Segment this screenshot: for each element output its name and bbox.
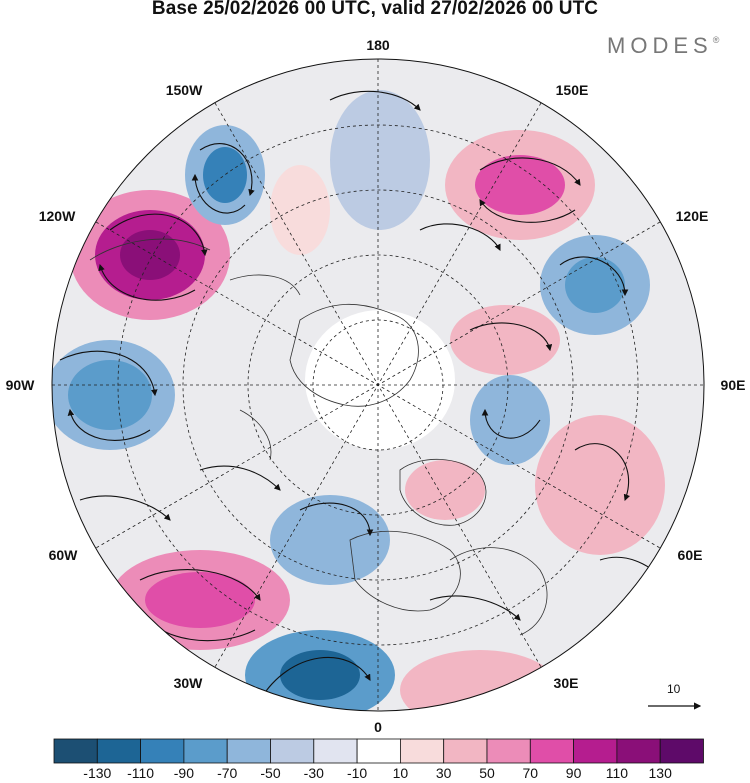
reference-vector-label: 10 <box>667 682 681 696</box>
brand-text: MODES <box>607 33 713 58</box>
colorbar-tick-label: 10 <box>392 765 409 781</box>
colorbar-swatch <box>659 738 704 764</box>
colorbar-swatch <box>486 738 531 764</box>
label-90w: 90W <box>5 377 35 393</box>
colorbar-tick-label: 70 <box>522 765 539 781</box>
colorbar-tick-label: -70 <box>217 765 238 781</box>
colorbar-tick-label: 30 <box>435 765 452 781</box>
colorbar-swatch <box>183 738 228 764</box>
wind-streamlines <box>59 90 671 701</box>
colorbar-tick-label: -90 <box>173 765 195 781</box>
colorbar-swatch <box>226 738 271 764</box>
label-180: 180 <box>366 37 390 53</box>
colorbar-tick-label: -130 <box>83 765 112 781</box>
colorbar-swatch <box>96 738 142 764</box>
label-30e: 30E <box>553 675 579 691</box>
colorbar-swatch <box>53 738 98 764</box>
label-90e: 90E <box>720 377 746 393</box>
label-150e: 150E <box>555 82 589 98</box>
colorbar-swatch <box>270 738 315 764</box>
label-150w: 150W <box>165 82 203 98</box>
registered-mark: ® <box>712 35 720 45</box>
label-120e: 120E <box>675 208 709 224</box>
colorbar-swatch <box>616 738 661 764</box>
map-title: Base 25/02/2026 00 UTC, valid 27/02/2026… <box>151 0 599 19</box>
colorbar-swatch <box>399 738 445 764</box>
colorbar-swatch <box>443 738 488 764</box>
label-120w: 120W <box>38 208 76 224</box>
coastlines <box>89 238 548 636</box>
anomaly-field <box>52 90 665 711</box>
colorbar-swatch <box>313 738 358 764</box>
colorbar-tick-label: -110 <box>127 765 155 781</box>
colorbar-swatch <box>140 738 185 764</box>
colorbar-tick-label: -30 <box>303 765 324 781</box>
colorbar-swatch <box>573 738 618 764</box>
colorbar-tick-label: -50 <box>260 765 281 781</box>
colorbar-tick-label: -10 <box>346 765 368 781</box>
label-0: 0 <box>374 719 382 735</box>
label-60w: 60W <box>48 547 78 563</box>
label-60e: 60E <box>677 547 703 563</box>
modes-logo: MODES® <box>607 33 719 59</box>
colorbar-swatch <box>356 738 401 764</box>
colorbar-tick-label: 90 <box>565 765 582 781</box>
colorbar-swatch <box>529 738 574 764</box>
graticule <box>52 59 704 711</box>
colorbar-tick-label: 50 <box>479 765 495 781</box>
colorbar-tick-label: 130 <box>648 765 672 781</box>
label-30w: 30W <box>173 675 203 691</box>
colorbar <box>53 738 704 764</box>
colorbar-tick-label: 110 <box>605 765 629 781</box>
